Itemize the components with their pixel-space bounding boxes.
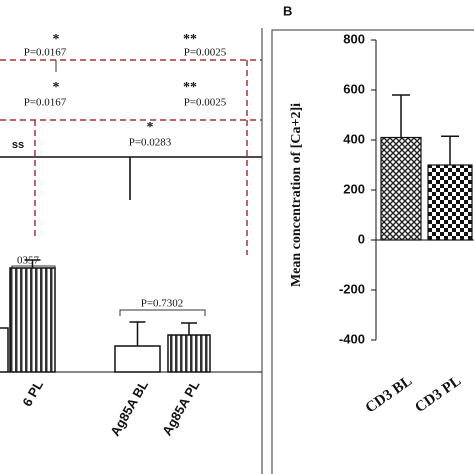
annotation: P=0.0167 xyxy=(24,97,67,109)
x-tick-label: Ag85A BL xyxy=(107,378,151,439)
annotation: * xyxy=(147,120,154,135)
y-tick-label: 800 xyxy=(343,31,365,46)
bar xyxy=(380,136,422,241)
error-bar xyxy=(441,135,459,165)
bar xyxy=(114,345,161,373)
annotation: P=0.7302 xyxy=(141,298,184,310)
annotation: * xyxy=(53,80,60,95)
y-tick-label: 0 xyxy=(358,231,365,246)
panel-label: B xyxy=(283,3,292,18)
y-tick-label: 600 xyxy=(343,81,365,96)
annotation: P=0.0167 xyxy=(24,47,67,59)
y-tick-label: -400 xyxy=(339,331,365,346)
y-tick-label: 400 xyxy=(343,131,365,146)
annotation: P=0.0025 xyxy=(184,47,227,59)
panel-border xyxy=(271,29,474,474)
x-tick-label: 6 PL xyxy=(19,378,46,409)
y-tick-label: -200 xyxy=(339,281,365,296)
annotation: ** xyxy=(183,80,197,95)
y-tick-label: 200 xyxy=(343,181,365,196)
annotation: P=0.0283 xyxy=(129,137,172,149)
error-bar xyxy=(129,321,146,346)
bar xyxy=(9,267,56,373)
bracket xyxy=(119,309,206,316)
x-tick-label: CD3 PL xyxy=(412,373,464,416)
y-axis-label: Mean concentration of [Ca+2]i xyxy=(289,103,304,287)
error-bar xyxy=(24,259,41,268)
annotation: ** xyxy=(183,32,197,47)
x-tick-label: Ag85A PL xyxy=(159,378,202,438)
error-bar xyxy=(392,94,410,138)
annotation: * xyxy=(53,32,60,47)
annotation: P=0.0025 xyxy=(184,97,227,109)
bar xyxy=(0,327,9,373)
error-bar xyxy=(181,322,197,335)
bar xyxy=(427,164,473,241)
annotation: ss xyxy=(12,139,24,151)
bar xyxy=(167,334,211,373)
x-tick-label: CD3 BL xyxy=(363,373,416,416)
